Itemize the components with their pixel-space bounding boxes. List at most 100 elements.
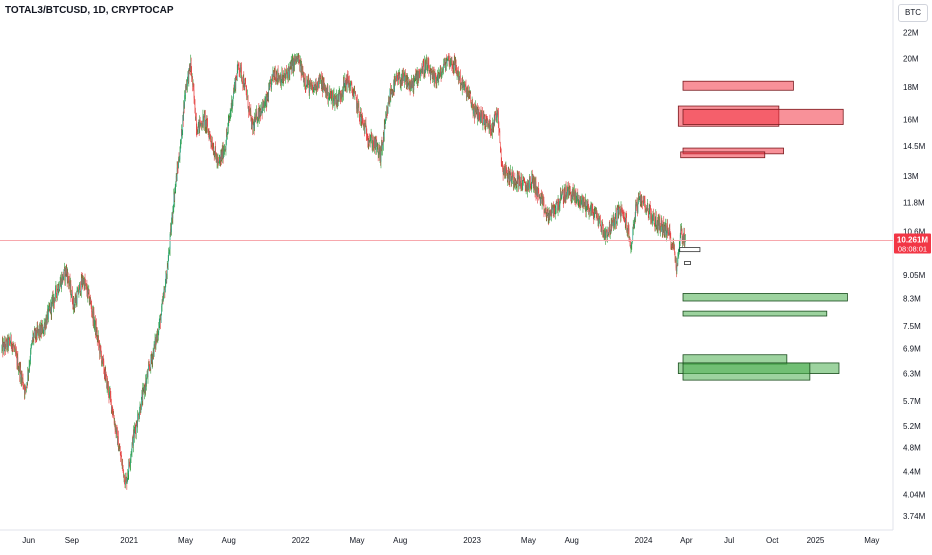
y-tick-label: 11.8M xyxy=(903,198,925,207)
candle-body xyxy=(593,212,595,219)
candle-body xyxy=(374,138,376,148)
candle-body xyxy=(219,159,221,161)
candle-body xyxy=(603,230,604,238)
candle-body xyxy=(650,208,651,220)
candle-body xyxy=(355,91,356,96)
candle-body xyxy=(363,123,365,126)
candle-body xyxy=(416,72,418,80)
candle-body xyxy=(480,110,482,117)
candle-body xyxy=(227,121,229,127)
candle-body xyxy=(500,150,502,164)
candle-body xyxy=(297,56,298,59)
candle-body xyxy=(358,103,359,105)
candle-body xyxy=(266,94,268,100)
candle-body xyxy=(433,73,434,78)
candle-body xyxy=(398,74,400,79)
candle-body xyxy=(496,112,497,121)
candle-body xyxy=(538,190,540,195)
candle-body xyxy=(568,186,569,193)
candle-body xyxy=(391,90,392,95)
candle-body xyxy=(577,192,578,198)
candle-body xyxy=(579,200,580,207)
candle-body xyxy=(245,83,246,87)
candle-body xyxy=(637,203,639,213)
candle-body xyxy=(394,78,396,80)
candle-body xyxy=(506,166,507,171)
candle-body xyxy=(676,268,677,272)
candle-body xyxy=(535,181,536,191)
candle-body xyxy=(390,94,392,97)
y-tick-label: 4.8M xyxy=(903,444,921,453)
candle-body xyxy=(504,168,506,175)
candle-body xyxy=(57,289,58,297)
candle-body xyxy=(445,64,446,71)
candle-body xyxy=(24,387,25,394)
candle-body xyxy=(12,345,13,347)
candle-body xyxy=(521,176,522,189)
candle-body xyxy=(425,63,427,65)
candle-body xyxy=(370,139,371,141)
candle-body xyxy=(259,111,260,119)
candle-body xyxy=(653,213,654,220)
candle-body xyxy=(528,181,529,188)
currency-button[interactable]: BTC xyxy=(898,4,928,22)
candle-body xyxy=(112,413,114,415)
candle-body xyxy=(445,64,447,71)
candle-body xyxy=(214,147,216,155)
candle-body xyxy=(472,104,474,114)
candle-body xyxy=(121,456,122,465)
candle-body xyxy=(520,181,521,187)
candle-body xyxy=(445,60,447,65)
candle-body xyxy=(211,142,212,145)
candle-body xyxy=(234,85,235,92)
candle-body xyxy=(549,211,550,221)
candle-body xyxy=(81,278,83,285)
candle-body xyxy=(393,80,395,92)
candle-body xyxy=(648,207,650,217)
candle-body xyxy=(484,116,486,124)
candle-body xyxy=(144,386,145,393)
candle-body xyxy=(502,169,504,175)
candle-body xyxy=(385,117,386,122)
candle-body xyxy=(677,263,678,266)
candle-body xyxy=(499,130,501,143)
candle-body xyxy=(633,225,634,228)
candle-body xyxy=(540,197,541,205)
candle-body xyxy=(408,81,410,88)
candle-body xyxy=(645,210,647,212)
candle-body xyxy=(575,192,577,202)
candle-body xyxy=(606,230,608,238)
candle-body xyxy=(475,105,477,113)
candle-body xyxy=(218,159,219,163)
candle-body xyxy=(309,82,311,84)
candle-body xyxy=(190,61,192,72)
candle-body xyxy=(431,71,433,78)
candle-body xyxy=(347,73,348,78)
candle-body xyxy=(498,122,500,130)
candle-body xyxy=(262,102,263,114)
candle-body xyxy=(602,230,604,234)
candle-body xyxy=(63,269,65,278)
candle-body xyxy=(18,368,19,370)
candle-body xyxy=(303,77,305,83)
candle-body xyxy=(199,119,200,130)
candle-body xyxy=(66,272,68,282)
candle-body xyxy=(554,210,556,214)
candle-body xyxy=(379,148,380,158)
x-tick-label: Apr xyxy=(680,536,693,545)
candle-body xyxy=(586,202,588,206)
candle-body xyxy=(198,119,200,130)
candle-body xyxy=(565,187,566,201)
candle-body xyxy=(600,225,602,230)
candle-body xyxy=(547,214,549,218)
candle-body xyxy=(588,210,590,214)
candle-body xyxy=(255,114,257,117)
last-price-label: 10.261M xyxy=(897,236,928,245)
candle-body xyxy=(424,61,426,74)
candle-body xyxy=(146,373,148,378)
candle-body xyxy=(178,158,180,161)
candle-body xyxy=(485,120,487,126)
candle-body xyxy=(9,341,11,344)
